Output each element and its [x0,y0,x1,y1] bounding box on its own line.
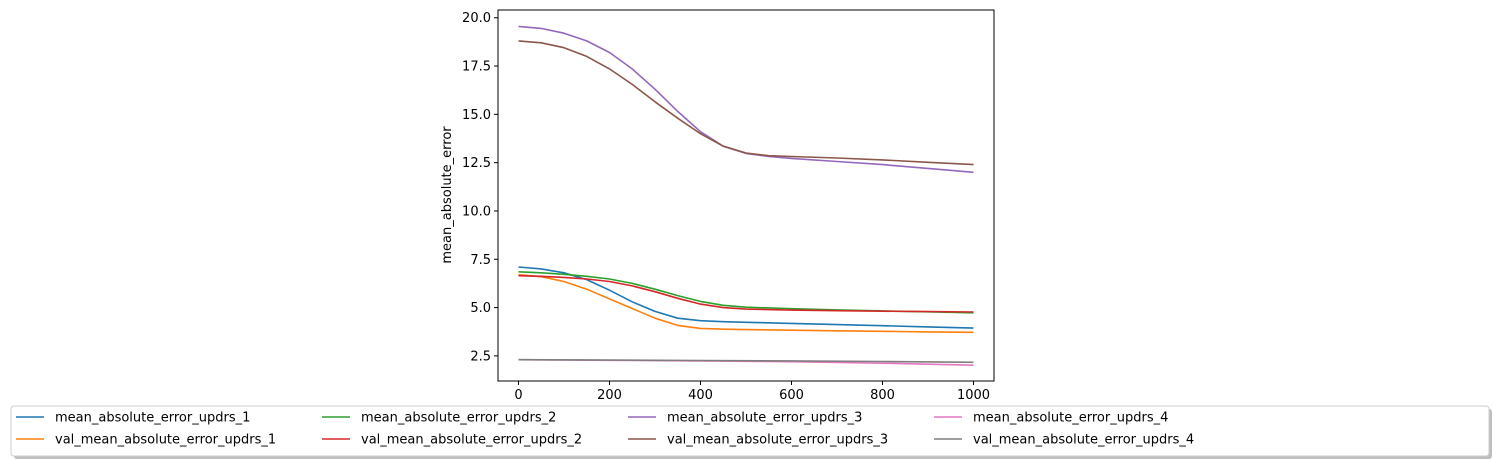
plot-frame [497,9,995,382]
y-tick-label: 10.0 [462,204,491,219]
series-line-2 [518,273,974,334]
series-line-8 [518,358,974,364]
legend-box [10,405,1490,457]
legend: mean_absolute_error_updrs_1 val_mean_abso… [10,405,1492,459]
y-tick-label: 15.0 [462,108,491,123]
legend-label: mean_absolute_error_updrs_2 [361,411,556,426]
series-line-6 [518,40,974,166]
x-tick-label: 200 [597,388,622,403]
series-lines [518,25,974,366]
x-tick-label: 600 [779,388,804,403]
y-tick-label: 7.5 [470,253,491,268]
y-tick-label: 12.5 [462,156,491,171]
x-axis: 0 200 400 600 800 1000 [514,381,990,403]
y-tick-label: 17.5 [462,60,491,75]
legend-label: val_mean_absolute_error_updrs_4 [973,433,1194,448]
legend-label: mean_absolute_error_updrs_4 [973,411,1168,426]
y-tick-label: 20.0 [462,11,491,26]
y-axis-label: mean_absolute_error [440,126,455,264]
series-line-3 [518,271,974,314]
x-tick-label: 1000 [957,388,990,403]
x-tick-label: 800 [870,388,895,403]
series-line-1 [518,266,974,329]
series-line-4 [518,274,974,313]
series-line-5 [518,25,974,174]
legend-label: val_mean_absolute_error_updrs_1 [55,433,276,448]
y-axis: 2.5 5.0 7.5 10.0 12.5 15.0 17.5 20.0 [462,11,498,364]
x-tick-label: 400 [688,388,713,403]
legend-label: val_mean_absolute_error_updrs_2 [361,433,582,448]
x-tick-label: 0 [514,388,522,403]
legend-label: mean_absolute_error_updrs_3 [667,411,862,426]
legend-label: val_mean_absolute_error_updrs_3 [667,433,888,448]
y-tick-label: 5.0 [470,301,491,316]
legend-label: mean_absolute_error_updrs_1 [55,411,250,426]
y-tick-label: 2.5 [470,349,491,364]
